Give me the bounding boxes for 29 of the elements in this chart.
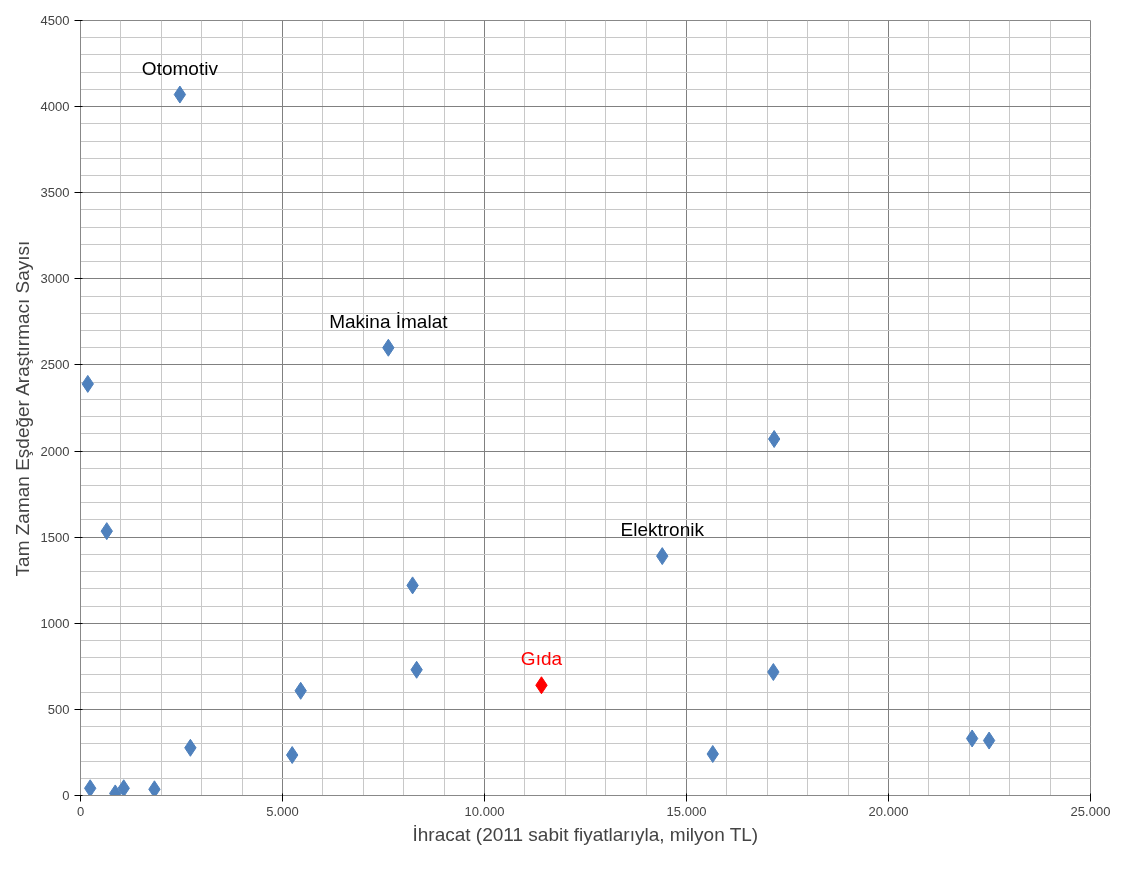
point — [84, 779, 97, 796]
y-tick-label: 4000 — [40, 99, 70, 115]
y-tick-label: 2500 — [40, 357, 70, 373]
x-tick-label: 25.000 — [1070, 803, 1111, 819]
y-tick-label: 1000 — [40, 615, 70, 631]
y-axis-title: Tam Zaman Eşdeğer Araştırmacı Sayısı — [11, 240, 33, 577]
annotation: Makina İmalat — [329, 310, 449, 332]
annotation: Gıda — [520, 648, 563, 670]
y-tick-label: 4500 — [40, 13, 70, 28]
x-tick-label: 5.000 — [266, 803, 299, 819]
y-tick-label: 500 — [47, 701, 70, 717]
point — [173, 85, 187, 104]
x-tick-label: 10.000 — [464, 803, 505, 819]
annotation: Elektronik — [620, 519, 705, 541]
y-tick-label: 2000 — [40, 443, 70, 459]
point — [148, 780, 161, 796]
x-tick-label: 15.000 — [666, 803, 707, 819]
x-tick-label: 0 — [76, 803, 85, 819]
point — [117, 779, 130, 796]
y-tick-label: 1500 — [40, 529, 70, 545]
point — [982, 731, 996, 750]
point — [965, 729, 979, 748]
y-tick-label: 3000 — [40, 271, 70, 287]
x-axis-title: İhracat (2011 sabit fiyatlarıyla, milyon TL) — [412, 823, 759, 845]
point — [768, 430, 781, 448]
annotation: Otomotiv — [141, 57, 219, 79]
y-tick-label: 0 — [62, 788, 70, 803]
x-tick-label: 20.000 — [868, 803, 909, 819]
y-tick-label: 3500 — [40, 185, 70, 201]
